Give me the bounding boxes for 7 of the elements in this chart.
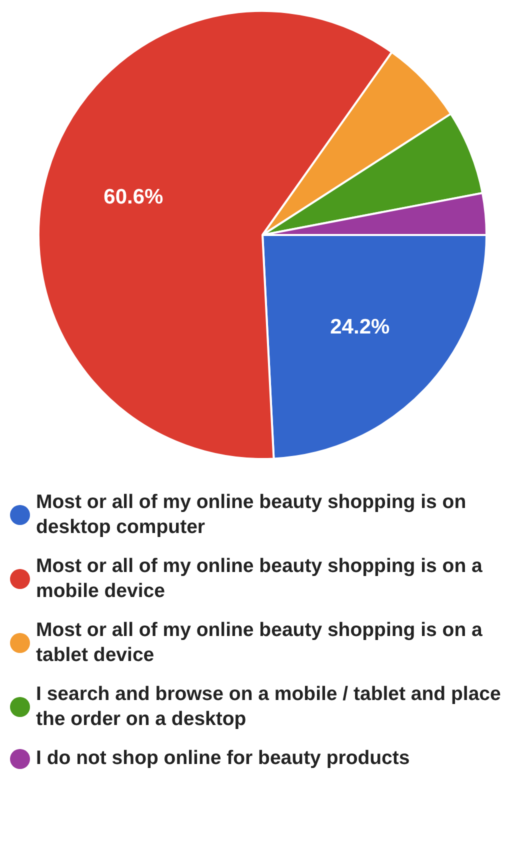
legend-label: Most or all of my online beauty shopping is on a mobile device	[36, 554, 484, 604]
legend-label: Most or all of my online beauty shopping is on desktop computer	[36, 490, 468, 540]
legend-label: Most or all of my online beauty shopping is on a tablet device	[36, 618, 484, 668]
legend-label: I do not shop online for beauty products	[36, 746, 410, 771]
data-label: 24.2%	[330, 315, 390, 338]
data-label: 60.6%	[104, 185, 164, 208]
legend-label: I search and browse on a mobile / tablet and place the order on a desktop	[36, 682, 502, 732]
